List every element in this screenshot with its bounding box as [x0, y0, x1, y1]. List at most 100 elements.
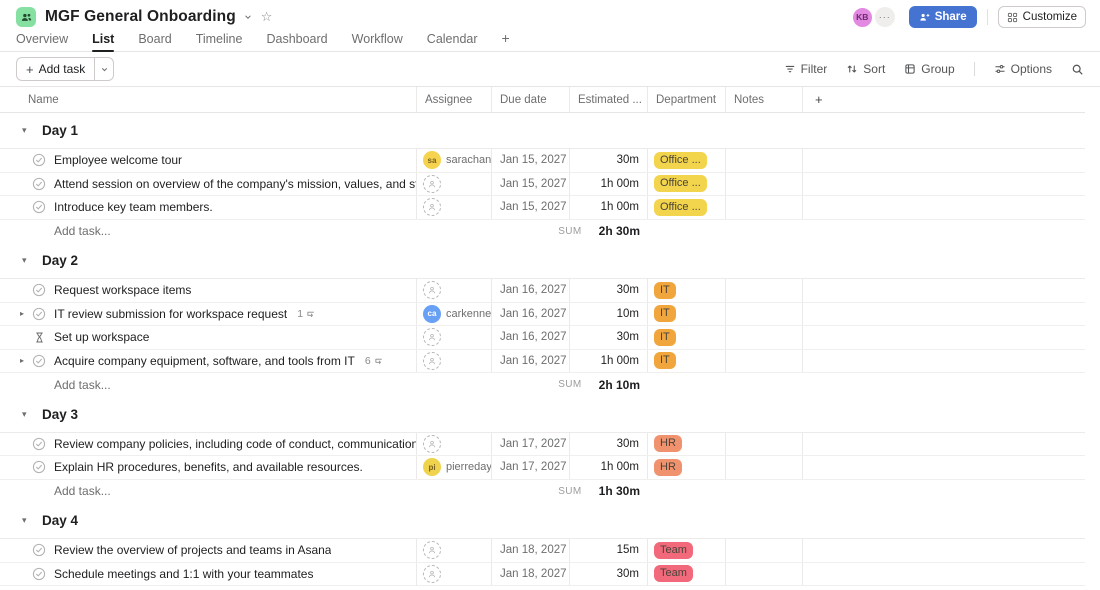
task-name-cell[interactable]: ▸ Review the overview of projects and te… [0, 539, 417, 562]
section-header[interactable]: ▾ Day 3 [0, 397, 1085, 433]
assignee-cell[interactable]: pi pierredayo... [417, 456, 492, 479]
estimated-time-cell[interactable]: 30m [570, 562, 648, 585]
task-row[interactable]: ▸ IT review submission for workspace req… [0, 302, 1085, 326]
department-cell[interactable]: Office ... [648, 172, 726, 195]
customize-button[interactable]: Customize [997, 6, 1086, 28]
complete-check-icon[interactable] [32, 177, 46, 191]
assignee-cell[interactable] [417, 172, 492, 195]
section-header[interactable]: ▾ Day 4 [0, 503, 1085, 539]
notes-cell[interactable] [726, 539, 803, 562]
task-name-cell[interactable]: ▸ Attend session on overview of the comp… [0, 172, 417, 195]
task-name-cell[interactable]: ▸ Schedule meetings and 1:1 with your te… [0, 562, 417, 585]
task-row[interactable]: ▸ Set up workspace Jan 16, 2027 30m IT [0, 326, 1085, 350]
add-task-row[interactable]: Add task... [54, 224, 111, 239]
options-button[interactable]: Options [994, 62, 1052, 76]
complete-check-icon[interactable] [32, 460, 46, 474]
task-row[interactable]: ▸ Request workspace items Jan 16, 2027 3… [0, 279, 1085, 303]
section-header[interactable]: ▾ Day 2 [0, 243, 1085, 279]
favorite-star-icon[interactable]: ☆ [260, 9, 273, 24]
add-view-button[interactable]: + [501, 30, 510, 46]
column-header-due-date[interactable]: Due date [492, 87, 570, 112]
department-cell[interactable]: Office ... [648, 196, 726, 219]
notes-cell[interactable] [726, 562, 803, 585]
department-cell[interactable]: IT [648, 302, 726, 325]
assignee-cell[interactable] [417, 432, 492, 455]
assignee-cell[interactable] [417, 279, 492, 302]
task-row[interactable]: ▸ Schedule meetings and 1:1 with your te… [0, 562, 1085, 586]
due-date-cell[interactable]: Jan 16, 2027 [492, 326, 570, 349]
complete-check-icon[interactable] [32, 307, 46, 321]
tab-dashboard[interactable]: Dashboard [266, 32, 328, 46]
complete-check-icon[interactable] [32, 437, 46, 451]
task-row[interactable]: ▸ Explain HR procedures, benefits, and a… [0, 456, 1085, 480]
task-row[interactable]: ▸ Introduce key team members. Jan 15, 20… [0, 196, 1085, 220]
notes-cell[interactable] [726, 456, 803, 479]
expand-arrow-icon[interactable]: ▸ [20, 356, 25, 366]
task-name-cell[interactable]: ▸ Review company policies, including cod… [0, 432, 417, 455]
estimated-time-cell[interactable]: 1h 00m [570, 349, 648, 372]
task-name-cell[interactable]: ▸ Employee welcome tour [0, 149, 417, 172]
estimated-time-cell[interactable]: 30m [570, 279, 648, 302]
task-name-cell[interactable]: ▸ Request workspace items [0, 279, 417, 302]
due-date-cell[interactable]: Jan 16, 2027 [492, 349, 570, 372]
search-button[interactable] [1071, 63, 1084, 76]
tab-calendar[interactable]: Calendar [426, 32, 478, 46]
notes-cell[interactable] [726, 149, 803, 172]
due-date-cell[interactable]: Jan 17, 2027 [492, 432, 570, 455]
sort-button[interactable]: Sort [846, 62, 885, 76]
due-date-cell[interactable]: Jan 15, 2027 [492, 196, 570, 219]
estimated-time-cell[interactable]: 30m [570, 149, 648, 172]
tab-list[interactable]: List [92, 32, 115, 52]
assignee-cell[interactable] [417, 562, 492, 585]
add-task-button[interactable]: + Add task [16, 57, 115, 81]
assignee-cell[interactable] [417, 326, 492, 349]
task-name-cell[interactable]: ▸ Explain HR procedures, benefits, and a… [0, 456, 417, 479]
department-cell[interactable]: Team [648, 539, 726, 562]
complete-check-icon[interactable] [32, 200, 46, 214]
column-header-estimated[interactable]: Estimated ... [570, 87, 648, 112]
task-name-cell[interactable]: ▸ Set up workspace [0, 326, 417, 349]
estimated-time-cell[interactable]: 30m [570, 326, 648, 349]
column-header-department[interactable]: Department [648, 87, 726, 112]
add-task-caret-button[interactable] [94, 58, 113, 80]
due-date-cell[interactable]: Jan 17, 2027 [492, 456, 570, 479]
notes-cell[interactable] [726, 172, 803, 195]
expand-arrow-icon[interactable]: ▸ [20, 309, 25, 319]
complete-check-icon[interactable] [32, 354, 46, 368]
task-row[interactable]: ▸ Attend session on overview of the comp… [0, 172, 1085, 196]
section-collapse-icon[interactable]: ▾ [22, 408, 27, 419]
complete-check-icon[interactable] [32, 283, 46, 297]
task-name-cell[interactable]: ▸ Acquire company equipment, software, a… [0, 349, 417, 372]
notes-cell[interactable] [726, 326, 803, 349]
estimated-time-cell[interactable]: 1h 00m [570, 456, 648, 479]
due-date-cell[interactable]: Jan 16, 2027 [492, 302, 570, 325]
assignee-cell[interactable] [417, 196, 492, 219]
assignee-cell[interactable]: ca carkennedy... [417, 302, 492, 325]
department-cell[interactable]: IT [648, 349, 726, 372]
column-header-assignee[interactable]: Assignee [417, 87, 492, 112]
complete-check-icon[interactable] [32, 543, 46, 557]
tab-workflow[interactable]: Workflow [351, 32, 403, 46]
notes-cell[interactable] [726, 302, 803, 325]
department-cell[interactable]: HR [648, 456, 726, 479]
task-name-cell[interactable]: ▸ Introduce key team members. [0, 196, 417, 219]
due-date-cell[interactable]: Jan 16, 2027 [492, 279, 570, 302]
tab-overview[interactable]: Overview [16, 32, 69, 46]
estimated-time-cell[interactable]: 30m [570, 432, 648, 455]
title-chevron-down-icon[interactable] [243, 12, 253, 22]
group-button[interactable]: Group [904, 62, 955, 76]
due-date-cell[interactable]: Jan 18, 2027 [492, 539, 570, 562]
notes-cell[interactable] [726, 196, 803, 219]
department-cell[interactable]: IT [648, 279, 726, 302]
filter-button[interactable]: Filter [784, 62, 827, 76]
estimated-time-cell[interactable]: 15m [570, 539, 648, 562]
tab-board[interactable]: Board [138, 32, 172, 46]
section-header[interactable]: ▾ Day 1 [0, 113, 1085, 149]
department-cell[interactable]: HR [648, 432, 726, 455]
notes-cell[interactable] [726, 279, 803, 302]
tab-timeline[interactable]: Timeline [195, 32, 243, 46]
complete-check-icon[interactable] [32, 153, 46, 167]
task-row[interactable]: ▸ Review the overview of projects and te… [0, 539, 1085, 563]
assignee-cell[interactable]: sa sarachangt... [417, 149, 492, 172]
due-date-cell[interactable]: Jan 15, 2027 [492, 172, 570, 195]
